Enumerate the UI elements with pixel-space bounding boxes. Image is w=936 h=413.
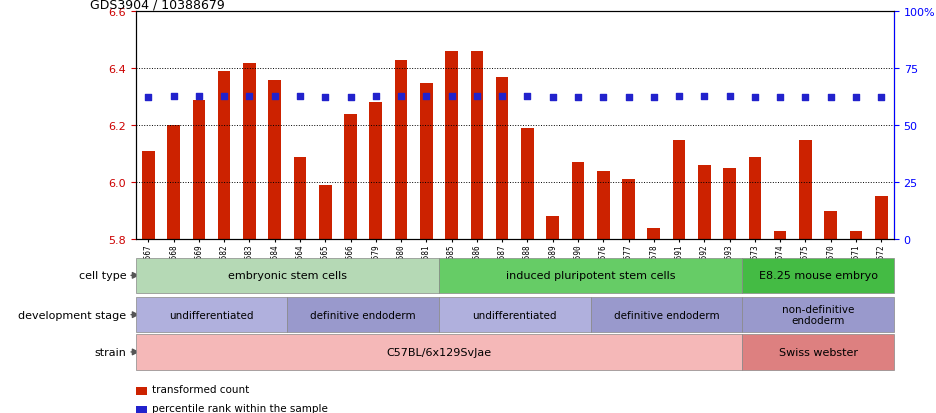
Point	[874, 94, 889, 101]
Bar	[420, 83, 432, 240]
Text: cell type: cell type	[79, 271, 126, 281]
Text: non-definitive
endoderm: non-definitive endoderm	[782, 304, 855, 326]
Text: development stage: development stage	[18, 310, 126, 320]
Bar	[648, 228, 660, 240]
Text: definitive endoderm: definitive endoderm	[614, 310, 719, 320]
Bar	[168, 126, 180, 240]
Point	[394, 93, 409, 100]
Text: undifferentiated: undifferentiated	[169, 310, 254, 320]
Bar	[547, 217, 559, 240]
Point	[797, 94, 812, 101]
Text: embryonic stem cells: embryonic stem cells	[227, 271, 347, 281]
Text: GDS3904 / 10388679: GDS3904 / 10388679	[90, 0, 225, 11]
Text: strain: strain	[95, 347, 126, 357]
Point	[696, 94, 712, 100]
Point	[571, 94, 586, 101]
Bar	[749, 157, 761, 240]
Point	[748, 94, 763, 101]
Point	[622, 94, 636, 101]
Point	[217, 93, 232, 100]
Bar	[825, 211, 837, 240]
Bar	[471, 52, 483, 240]
Text: induced pluripotent stem cells: induced pluripotent stem cells	[505, 271, 676, 281]
Point	[495, 94, 510, 100]
Bar	[774, 231, 786, 240]
Point	[672, 93, 687, 100]
Point	[318, 94, 333, 101]
Bar	[218, 72, 230, 240]
Bar	[521, 129, 534, 240]
Bar	[496, 78, 508, 240]
Bar	[875, 197, 887, 240]
Bar	[850, 231, 862, 240]
Bar	[370, 103, 382, 240]
Text: Swiss webster: Swiss webster	[779, 347, 857, 357]
Bar	[597, 171, 609, 240]
Point	[773, 94, 788, 101]
Point	[268, 94, 283, 100]
Bar	[395, 61, 407, 240]
Text: E8.25 mouse embryo: E8.25 mouse embryo	[758, 271, 878, 281]
Bar	[319, 185, 331, 240]
Text: percentile rank within the sample: percentile rank within the sample	[152, 403, 328, 413]
Bar	[724, 169, 736, 240]
Text: definitive endoderm: definitive endoderm	[311, 310, 416, 320]
Point	[141, 94, 156, 101]
Text: undifferentiated: undifferentiated	[473, 310, 557, 320]
Point	[824, 95, 839, 101]
Bar	[673, 140, 685, 240]
Point	[470, 93, 485, 100]
Point	[192, 93, 207, 100]
Bar	[243, 64, 256, 240]
Point	[344, 95, 358, 101]
Point	[647, 94, 662, 101]
Point	[419, 94, 434, 100]
Text: transformed count: transformed count	[152, 385, 249, 394]
Bar	[698, 166, 710, 240]
Point	[369, 94, 384, 100]
Point	[520, 94, 535, 100]
Point	[596, 94, 611, 101]
Bar	[269, 81, 281, 240]
Point	[849, 94, 864, 101]
Point	[445, 93, 460, 100]
Text: C57BL/6x129SvJae: C57BL/6x129SvJae	[387, 347, 491, 357]
Bar	[142, 152, 154, 240]
Point	[167, 94, 182, 100]
Point	[242, 93, 257, 100]
Point	[293, 94, 308, 100]
Bar	[799, 140, 812, 240]
Point	[546, 94, 561, 101]
Bar	[344, 114, 357, 240]
Bar	[193, 100, 205, 240]
Point	[723, 94, 738, 100]
Bar	[572, 163, 584, 240]
Bar	[446, 52, 458, 240]
Bar	[622, 180, 635, 240]
Bar	[294, 157, 306, 240]
